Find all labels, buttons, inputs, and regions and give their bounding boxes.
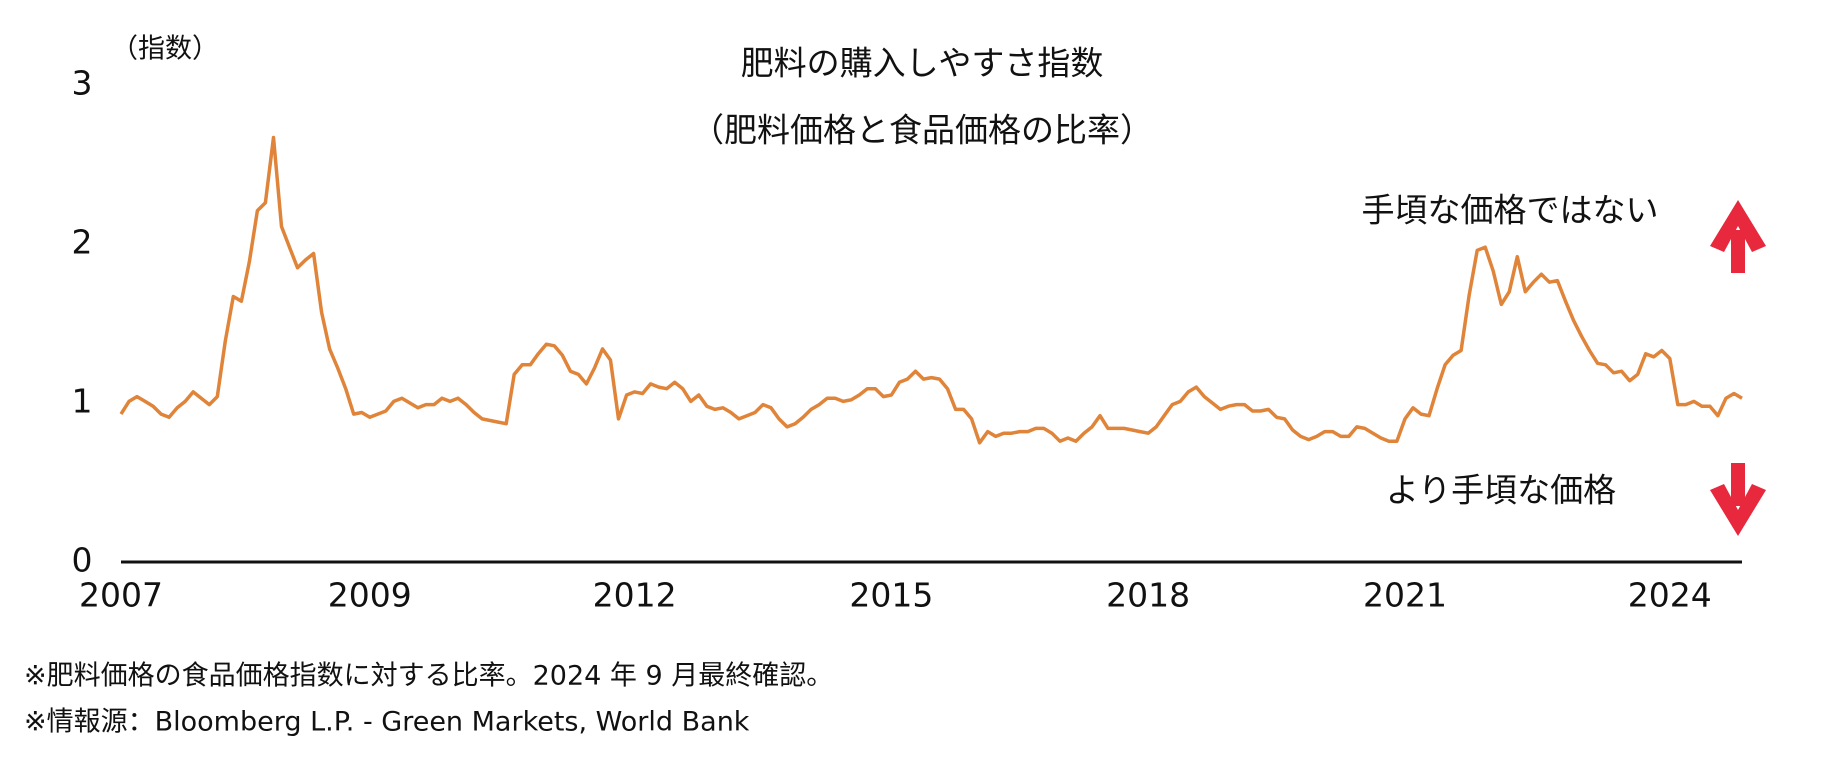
line-series	[119, 135, 1743, 445]
x-tick-label: 2015	[849, 576, 933, 615]
down-arrow	[1710, 463, 1766, 536]
annotation: より手頃な価格	[1386, 471, 1616, 510]
chart-subtitle: （肥料価格と食品価格の比率）	[691, 111, 1153, 150]
y-axis-label: （指数）	[111, 34, 219, 65]
chart-title: 肥料の購入しやすさ指数	[741, 44, 1104, 83]
x-tick-label: 2018	[1106, 576, 1190, 615]
x-tick-label: 2012	[593, 576, 677, 615]
y-tick-label: 0	[72, 541, 93, 580]
y-tick-label: 2	[72, 223, 93, 262]
y-tick-label: 1	[72, 382, 93, 421]
x-tick-label: 2021	[1363, 576, 1447, 615]
footnote: ※肥料価格の食品価格指数に対する比率。2024 年 9 月最終確認。	[24, 661, 833, 692]
x-tick-label: 2024	[1628, 576, 1712, 615]
up-arrow	[1710, 200, 1766, 273]
annotation: 手頃な価格ではない	[1362, 191, 1659, 230]
y-tick-label: 3	[72, 64, 93, 103]
footnote: ※情報源：Bloomberg L.P. - Green Markets, Wor…	[24, 707, 750, 738]
x-tick-label: 2007	[79, 576, 163, 615]
x-tick-label: 2009	[328, 576, 412, 615]
